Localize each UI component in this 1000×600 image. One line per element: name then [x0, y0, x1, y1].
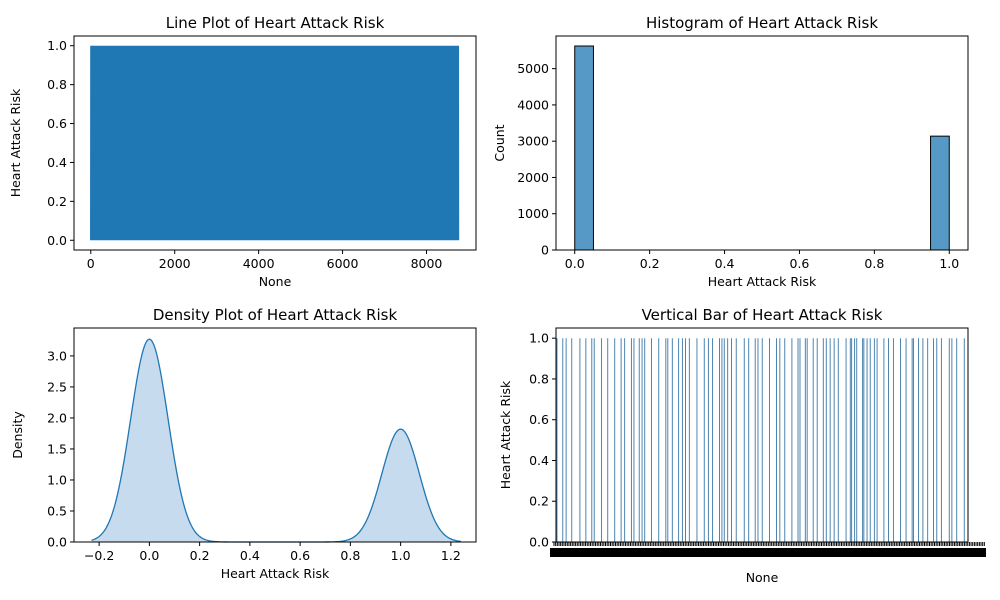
x-axis-label: None [259, 274, 292, 289]
ticks: 0.0 0.2 0.4 0.6 0.8 1.0 [529, 331, 986, 557]
y-tick-label: 0.4 [529, 453, 549, 468]
y-tick-label: 1.0 [47, 38, 67, 53]
y-tick-label: 0.4 [47, 155, 67, 170]
y-tick-label: 5000 [517, 61, 549, 76]
x-tick-label: 2000 [159, 256, 191, 271]
y-tick-label: 0.6 [47, 116, 67, 131]
ticks: 0 1000 2000 3000 4000 5000 0.0 0.2 0.4 0.6 0.8 1.0 [517, 61, 959, 271]
chart-title: Density Plot of Heart Attack Risk [153, 306, 398, 324]
x-tick-label: 0.2 [190, 548, 210, 563]
x-tick-label: 8000 [411, 256, 443, 271]
bar-series [556, 338, 965, 542]
y-tick-label: 2.0 [47, 410, 67, 425]
y-tick-label: 4000 [517, 97, 549, 112]
y-tick-label: 0.0 [529, 535, 549, 550]
subplot-1: 0.0 0.2 0.4 0.6 0.8 1.0 0 2000 4000 6000 8000 Line … [8, 14, 477, 289]
x-tick-label: 0.8 [864, 256, 884, 271]
y-tick-label: 2.5 [47, 379, 67, 394]
x-tick-label: 0.4 [715, 256, 735, 271]
axes-frame [555, 327, 969, 543]
y-axis-label: Density [10, 411, 25, 459]
y-axis-label: Heart Attack Risk [8, 88, 23, 197]
histogram-bar [930, 135, 950, 251]
y-tick-label: 1.5 [47, 441, 67, 456]
y-tick-label: 0.0 [47, 233, 67, 248]
x-tick-label: 1.2 [441, 548, 461, 563]
y-tick-label: 2000 [517, 170, 549, 185]
x-axis-label: None [746, 570, 779, 585]
axes-frame [73, 327, 477, 543]
chart-title: Histogram of Heart Attack Risk [646, 14, 878, 32]
x-tick-label: 0.2 [640, 256, 660, 271]
plot-area [574, 45, 950, 251]
y-axis-label: Heart Attack Risk [498, 380, 513, 489]
y-tick-label: 0.6 [529, 412, 549, 427]
plot-area [556, 338, 965, 542]
x-tick-label: 0.0 [565, 256, 585, 271]
axes-frame [73, 35, 477, 251]
line-series [90, 45, 460, 241]
x-tick-label: 0 [87, 256, 95, 271]
y-tick-label: 1.0 [529, 331, 549, 346]
y-tick-label: 0.0 [47, 535, 67, 550]
subplot-4: 0.0 0.2 0.4 0.6 0.8 1.0 Vertical Bar of Heart … [498, 306, 986, 585]
x-tick-label: 0.6 [290, 548, 310, 563]
x-tick-label: 1.0 [391, 548, 411, 563]
x-tick-labels-overlapping [550, 542, 986, 557]
y-axis-label: Count [492, 124, 507, 161]
x-tick-label: 1.0 [939, 256, 959, 271]
x-axis-label: Heart Attack Risk [708, 274, 817, 289]
chart-title: Vertical Bar of Heart Attack Risk [642, 306, 883, 324]
y-tick-label: 3.0 [47, 348, 67, 363]
plot-area [90, 45, 460, 241]
subplot-3: 0.0 0.5 1.0 1.5 2.0 2.5 3.0 −0.2 0.0 0.2 0.4 0.6 0.8… [10, 306, 477, 581]
y-tick-label: 3000 [517, 134, 549, 149]
y-tick-label: 0.8 [529, 371, 549, 386]
x-tick-label-band [550, 548, 986, 557]
y-tick-label: 0.8 [47, 77, 67, 92]
x-tick-label: 0.8 [340, 548, 360, 563]
x-tick-label: 0.4 [240, 548, 260, 563]
x-tick-label: −0.2 [84, 548, 114, 563]
y-tick-label: 1.0 [47, 472, 67, 487]
x-tick-label: 6000 [327, 256, 359, 271]
histogram-bar [574, 45, 594, 251]
y-tick-label: 0.2 [529, 494, 549, 509]
axes-frame [555, 35, 969, 251]
x-axis-label: Heart Attack Risk [221, 566, 330, 581]
y-tick-label: 0.2 [47, 194, 67, 209]
y-tick-label: 1000 [517, 206, 549, 221]
plot-area [91, 338, 462, 543]
x-tick-label: 0.0 [139, 548, 159, 563]
ticks: 0.0 0.5 1.0 1.5 2.0 2.5 3.0 −0.2 0.0 0.2 0.4 0.6 0.8… [47, 348, 461, 563]
density-fill [91, 339, 461, 542]
y-tick-label: 0 [541, 243, 549, 258]
x-tick-label: 0.6 [790, 256, 810, 271]
x-tick-label: 4000 [243, 256, 275, 271]
chart-title: Line Plot of Heart Attack Risk [166, 14, 385, 32]
ticks: 0.0 0.2 0.4 0.6 0.8 1.0 0 2000 4000 6000 8000 [47, 38, 442, 271]
subplot-2: 0 1000 2000 3000 4000 5000 0.0 0.2 0.4 0.6 0.8 1.0 H… [492, 14, 969, 289]
y-tick-label: 0.5 [47, 503, 67, 518]
